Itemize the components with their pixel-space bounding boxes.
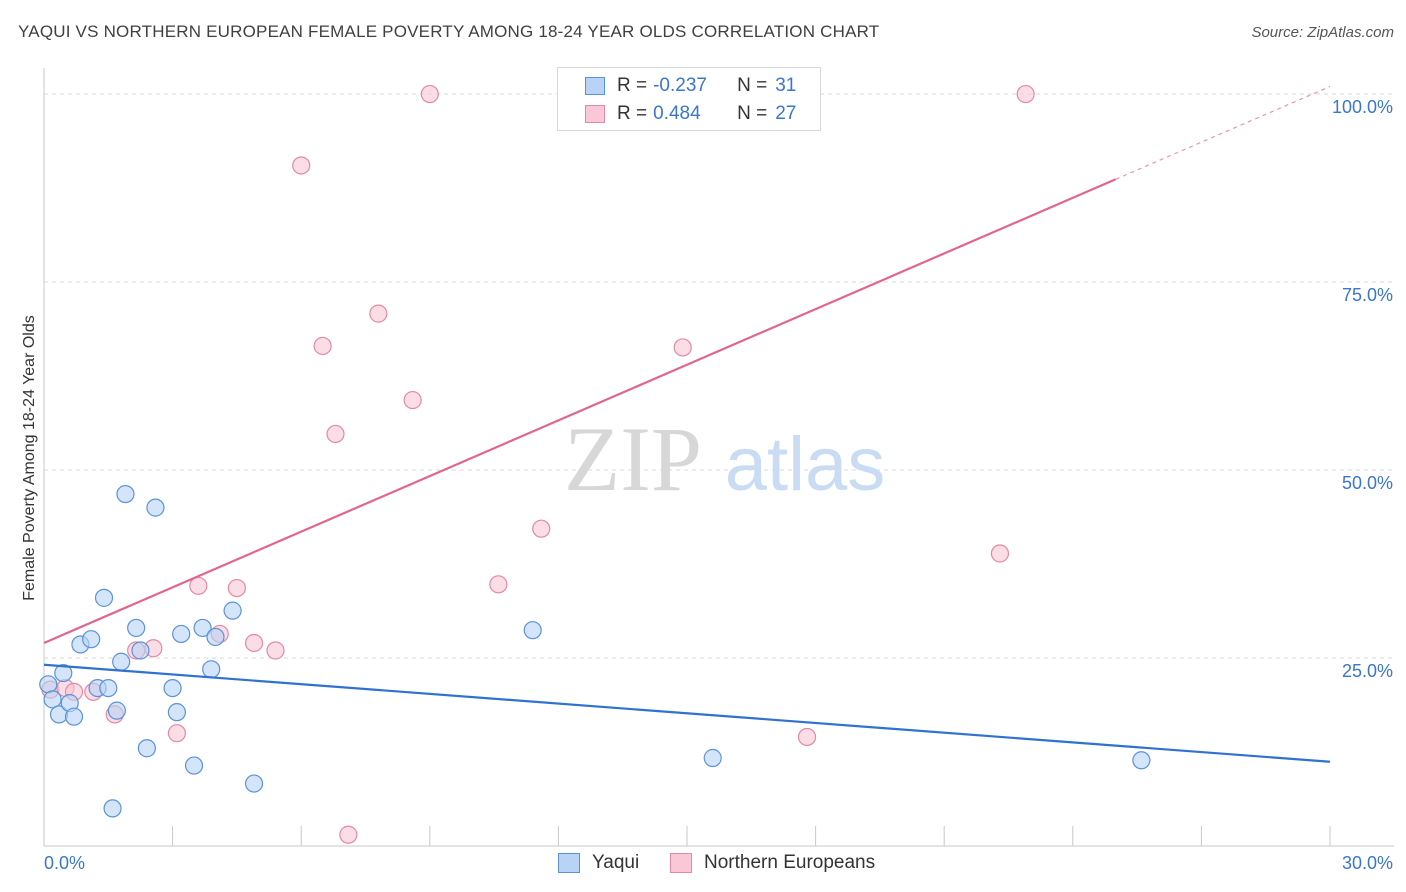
legend-label: Yaqui: [592, 852, 640, 873]
yaqui-swatch: [585, 77, 605, 95]
stats-legend-row-yaqui: R = -0.237 N = 31: [558, 73, 796, 99]
yaqui-point: [127, 618, 146, 638]
northern-europeans-point: [244, 633, 264, 653]
n-label: N =: [737, 75, 768, 96]
yaqui-point: [163, 678, 182, 698]
watermark: ZIP atlas: [564, 408, 885, 510]
r-value: 0.484: [653, 103, 701, 124]
yaqui-point: [103, 799, 122, 818]
yaqui-point: [223, 601, 242, 620]
stats-legend: R = -0.237 N = 31 R = 0.484 N = 27: [557, 67, 821, 131]
yaqui-point: [43, 690, 62, 709]
yaqui-swatch: [558, 853, 580, 873]
northern-europeans-swatch: [670, 853, 692, 873]
northern-europeans-point: [292, 156, 311, 175]
northern-europeans-point: [313, 336, 332, 356]
watermark-zip: ZIP: [564, 408, 702, 510]
trend-line-solid: [43, 178, 1117, 644]
r-value: -0.237: [653, 75, 707, 96]
northern-europeans-point: [369, 304, 388, 323]
northern-europeans-swatch: [585, 105, 605, 123]
axes: [43, 68, 1394, 847]
yaqui-point: [131, 641, 150, 660]
chart-title: YAQUI VS NORTHERN EUROPEAN FEMALE POVERT…: [18, 22, 880, 41]
northern-europeans-point: [673, 338, 692, 357]
yaqui-point: [146, 498, 165, 517]
series-legend: Yaqui Northern Europeans: [0, 852, 1406, 876]
northern-europeans-point: [532, 519, 551, 538]
stats-legend-row-northern-europeans: R = 0.484 N = 27: [558, 101, 796, 127]
yaqui-point: [244, 774, 264, 793]
grid-lines: [44, 93, 1394, 659]
legend-label: Northern Europeans: [704, 852, 876, 873]
yaqui-point: [202, 660, 221, 679]
yaqui-point: [54, 663, 73, 683]
yaqui-point: [703, 748, 722, 768]
yaqui-point: [112, 652, 131, 671]
northern-europeans-point: [489, 575, 508, 594]
y-tick-label: 50.0%: [1342, 473, 1393, 493]
source-label: Source: ZipAtlas.com: [1251, 24, 1394, 41]
trend-lines: [43, 85, 1331, 763]
northern-europeans-point: [326, 424, 345, 444]
r-label: R =: [617, 75, 648, 96]
yaqui-point: [94, 588, 114, 607]
legend-item-northern-europeans[interactable]: Northern Europeans: [670, 852, 875, 874]
yaqui-point: [64, 707, 84, 726]
northern-europeans-point: [266, 641, 285, 660]
yaqui-point: [99, 678, 118, 698]
yaqui-point: [1132, 751, 1151, 770]
legend-item-yaqui[interactable]: Yaqui: [558, 852, 639, 874]
yaqui-point: [184, 756, 204, 775]
trend-line-dashed: [1115, 85, 1331, 180]
northern-europeans-point: [167, 724, 186, 743]
yaqui-point: [107, 701, 126, 720]
x-tick-label-min: 0.0%: [44, 853, 85, 873]
n-value: 31: [775, 75, 797, 96]
northern-europeans-point: [990, 544, 1010, 563]
y-tick-label: 75.0%: [1342, 285, 1393, 305]
yaqui-point: [523, 621, 542, 640]
trend-line-solid: [43, 663, 1331, 763]
northern-europeans-point: [1016, 84, 1035, 104]
yaqui-point: [39, 675, 58, 694]
northern-europeans-point: [797, 727, 817, 747]
tick-labels: 25.0% 50.0% 75.0% 100.0% 0.0% 30.0%: [44, 97, 1393, 873]
northern-europeans-point: [339, 825, 358, 844]
x-tick-label-max: 30.0%: [1342, 853, 1393, 873]
yaqui-point: [82, 630, 101, 649]
yaqui-point: [172, 624, 191, 644]
yaqui-point: [206, 627, 225, 647]
r-label: R =: [617, 103, 648, 124]
yaqui-point: [167, 703, 186, 722]
y-tick-label: 25.0%: [1342, 661, 1393, 681]
yaqui-point: [193, 618, 212, 638]
northern-europeans-point: [403, 390, 422, 410]
n-label: N =: [737, 103, 768, 124]
yaqui-point: [137, 739, 156, 758]
n-value: 27: [775, 103, 797, 124]
northern-europeans-point: [227, 578, 246, 598]
yaqui-point: [116, 484, 135, 504]
watermark-atlas: atlas: [725, 422, 886, 507]
northern-europeans-point: [420, 84, 439, 104]
y-tick-label: 100.0%: [1332, 97, 1393, 117]
